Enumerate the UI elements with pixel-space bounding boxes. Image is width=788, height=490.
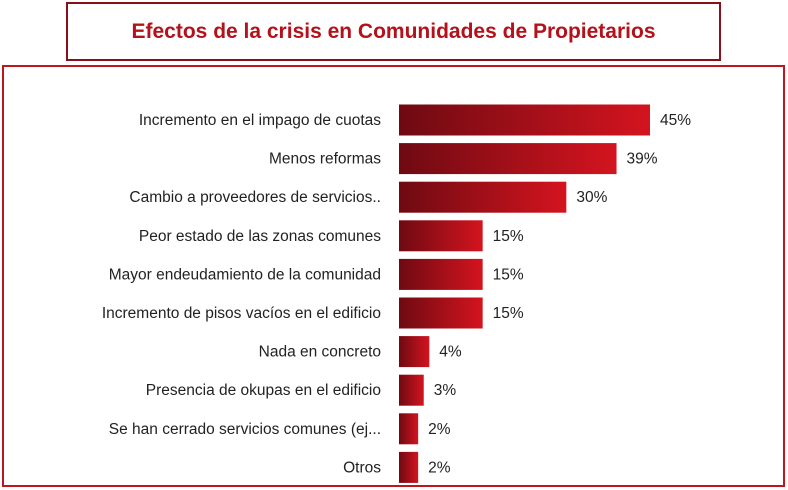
category-label: Incremento de pisos vacíos en el edifici… (102, 305, 381, 322)
value-label: 4% (439, 344, 462, 361)
bar (399, 104, 650, 136)
value-label: 2% (428, 421, 451, 438)
value-label: 15% (493, 305, 524, 322)
bar (399, 336, 430, 368)
category-label: Menos reformas (269, 151, 381, 168)
bar (399, 374, 424, 406)
bar (399, 143, 617, 175)
bar (399, 258, 483, 290)
chart-frame (2, 65, 785, 487)
category-label: Incremento en el impago de cuotas (139, 112, 381, 129)
category-label: Cambio a proveedores de servicios.. (129, 189, 381, 206)
category-label: Nada en concreto (259, 344, 381, 361)
bar (399, 181, 567, 213)
value-label: 2% (428, 459, 451, 476)
bar (399, 413, 419, 445)
category-label: Peor estado de las zonas comunes (139, 228, 381, 245)
value-label: 39% (627, 151, 658, 168)
value-label: 15% (493, 266, 524, 283)
value-label: 45% (660, 112, 691, 129)
bar (399, 220, 483, 252)
chart-title-box: Efectos de la crisis en Comunidades de P… (66, 2, 721, 61)
value-label: 30% (576, 189, 607, 206)
category-label: Presencia de okupas en el edificio (146, 382, 381, 399)
value-label: 15% (493, 228, 524, 245)
bar (399, 451, 419, 483)
chart-title: Efectos de la crisis en Comunidades de P… (131, 19, 656, 43)
category-label: Otros (343, 459, 381, 476)
category-label: Mayor endeudamiento de la comunidad (109, 266, 381, 283)
bar (399, 297, 483, 329)
value-label: 3% (434, 382, 457, 399)
category-label: Se han cerrado servicios comunes (ej... (109, 421, 381, 438)
